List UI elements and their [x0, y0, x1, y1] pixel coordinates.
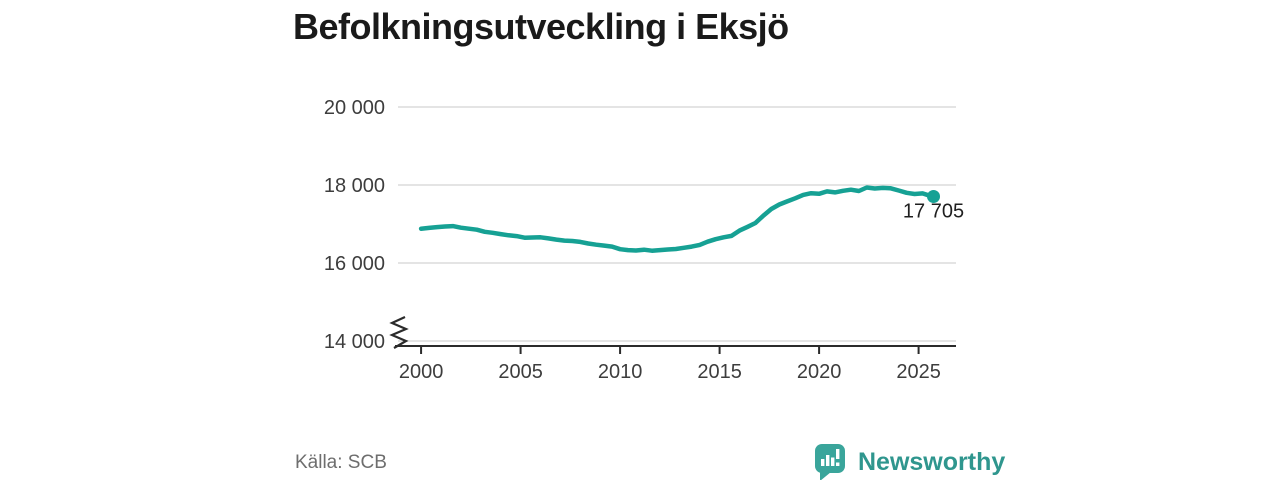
newsworthy-wordmark: Newsworthy [858, 448, 1006, 476]
y-tick-label: 16 000 [324, 253, 385, 275]
x-tick-label: 2020 [797, 361, 842, 383]
y-tick-label: 18 000 [324, 175, 385, 197]
latest-value-label: 17 705 [903, 201, 964, 223]
newsworthy-bubble-chart-icon [815, 444, 845, 480]
y-tick-label: 20 000 [324, 97, 385, 119]
population-line-chart: 20 000 18 000 16 000 14 000 2000 2005 2010 2015… [324, 97, 964, 383]
x-tick-label: 2000 [399, 361, 444, 383]
axis-break-icon [389, 316, 409, 349]
population-series-line [418, 185, 936, 253]
chart-title: Befolkningsutveckling i Eksjö [293, 6, 789, 47]
y-tick-label: 14 000 [324, 331, 385, 353]
x-tick-label: 2015 [697, 361, 742, 383]
x-tick-label: 2025 [896, 361, 941, 383]
x-tick-label: 2005 [498, 361, 542, 383]
newsworthy-logo: Newsworthy [812, 441, 1005, 480]
latest-point-marker [927, 190, 941, 204]
x-tick-label: 2010 [598, 361, 643, 383]
source-caption: Källa: SCB [295, 452, 387, 473]
